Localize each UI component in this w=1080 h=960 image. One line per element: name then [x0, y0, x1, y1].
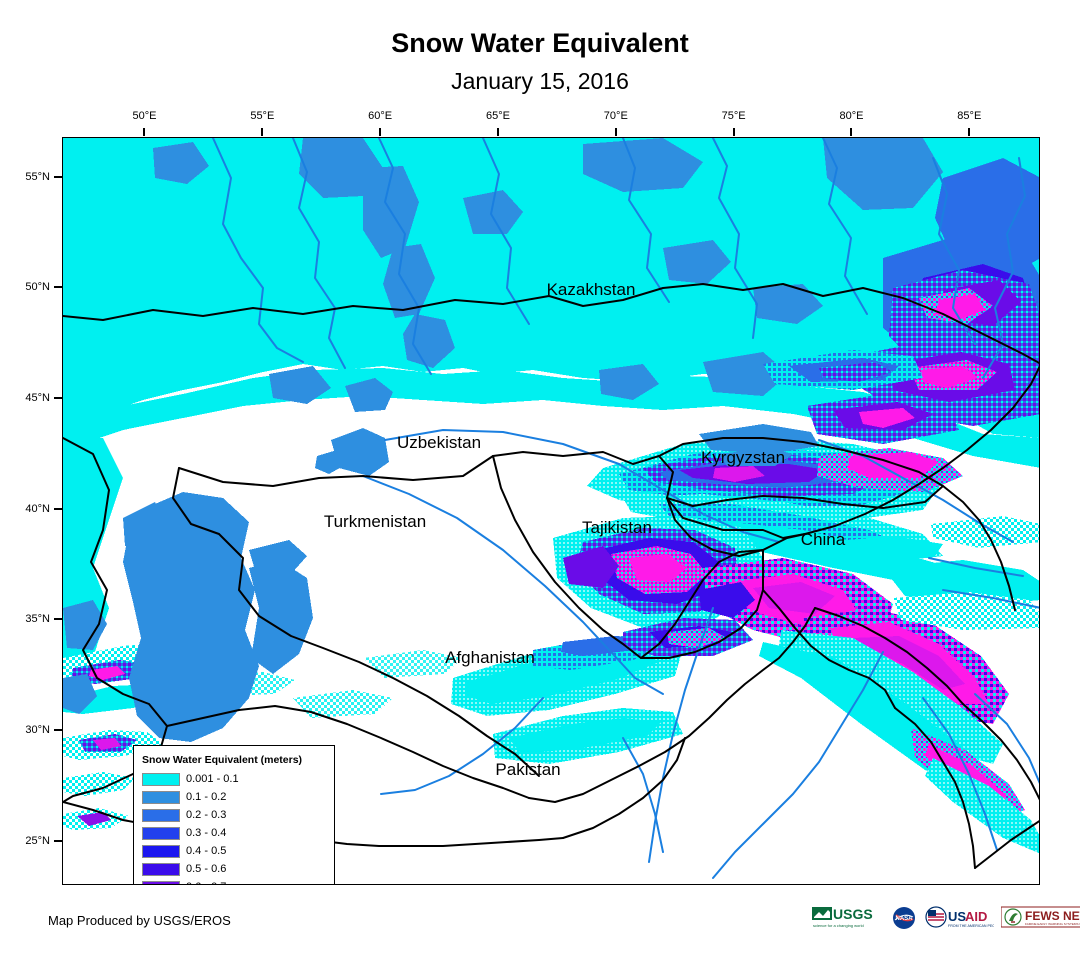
svg-text:AID: AID — [965, 909, 987, 924]
lat-tick-label: 40°N — [25, 502, 50, 515]
lon-tick — [850, 128, 853, 136]
legend-swatch — [142, 808, 180, 822]
map-legend: Snow Water Equivalent (meters) 0.001 - 0… — [133, 745, 335, 884]
swe-raster-layer — [63, 138, 1039, 884]
lon-tick-label: 65°E — [485, 110, 510, 122]
boundaries-layer — [63, 138, 1039, 884]
lon-tick-label: 80°E — [839, 110, 864, 122]
lat-tick — [54, 618, 62, 621]
legend-swatch — [142, 790, 180, 804]
page-subtitle: January 15, 2016 — [451, 68, 629, 94]
legend-swatch — [142, 844, 180, 858]
svg-text:FROM THE AMERICAN PEOPLE: FROM THE AMERICAN PEOPLE — [948, 924, 994, 928]
usaid-logo[interactable]: US AID FROM THE AMERICAN PEOPLE — [924, 905, 994, 931]
lon-tick — [496, 128, 499, 136]
legend-label: 0.5 - 0.6 — [186, 863, 227, 875]
rivers-layer — [212, 138, 1039, 879]
legend-label: 0.4 - 0.5 — [186, 845, 227, 857]
svg-text:science for a changing world: science for a changing world — [813, 923, 864, 928]
lat-tick — [54, 175, 62, 178]
lon-tick-label: 75°E — [721, 110, 746, 122]
lat-tick-label: 55°N — [25, 170, 50, 183]
page-title: Snow Water Equivalent — [391, 28, 689, 58]
legend-swatch — [142, 826, 180, 840]
lon-tick-label: 85°E — [957, 110, 982, 122]
country-borders — [63, 283, 1039, 869]
legend-label: 0.2 - 0.3 — [186, 809, 227, 821]
legend-title: Snow Water Equivalent (meters) — [142, 754, 303, 766]
map-credit: Map Produced by USGS/EROS — [48, 913, 231, 928]
lat-tick — [54, 839, 62, 842]
usgs-logo[interactable]: USGS science for a changing world — [812, 905, 884, 931]
svg-text:US: US — [948, 909, 966, 924]
lon-tick — [732, 128, 735, 136]
lat-tick-label: 50°N — [25, 281, 50, 294]
legend-item: 0.1 - 0.2 — [142, 788, 326, 806]
legend-item: 0.2 - 0.3 — [142, 806, 326, 824]
lon-tick-label: 60°E — [368, 110, 393, 122]
svg-text:FAMINE EARLY WARNING SYSTEMS N: FAMINE EARLY WARNING SYSTEMS NETWORK — [1025, 922, 1080, 926]
legend-items: 0.001 - 0.1 0.1 - 0.2 0.2 - 0.3 0.3 - 0.4 0.… — [142, 770, 326, 884]
legend-item: 0.4 - 0.5 — [142, 842, 326, 860]
fewsnet-logo[interactable]: FEWS NET FAMINE EARLY WARNING SYSTEMS NE… — [1001, 905, 1080, 931]
svg-text:NASA: NASA — [895, 916, 913, 922]
lon-tick — [968, 128, 971, 136]
lon-tick — [379, 128, 382, 136]
lat-tick-label: 45°N — [25, 392, 50, 405]
lon-tick — [614, 128, 617, 136]
legend-swatch — [142, 880, 180, 884]
legend-label: 0.1 - 0.2 — [186, 791, 227, 803]
legend-item: 0.6 - 0.7 — [142, 878, 326, 884]
lon-tick-label: 70°E — [603, 110, 628, 122]
lat-tick — [54, 286, 62, 289]
legend-item: 0.001 - 0.1 — [142, 770, 326, 788]
agency-logos: USGS science for a changing world NASA U… — [812, 905, 1080, 931]
lat-tick-label: 25°N — [25, 834, 50, 847]
legend-label: 0.6 - 0.7 — [186, 881, 226, 884]
lat-tick-label: 35°N — [25, 613, 50, 626]
lat-tick-label: 30°N — [25, 724, 50, 737]
legend-label: 0.3 - 0.4 — [186, 827, 227, 839]
lat-tick — [54, 729, 62, 732]
legend-item: 0.3 - 0.4 — [142, 824, 326, 842]
legend-item: 0.5 - 0.6 — [142, 860, 326, 878]
svg-text:USGS: USGS — [833, 906, 873, 922]
legend-swatch — [142, 772, 180, 786]
lat-tick — [54, 397, 62, 400]
lon-tick — [143, 128, 146, 136]
legend-swatch — [142, 862, 180, 876]
lon-tick-label: 55°E — [250, 110, 275, 122]
lat-tick — [54, 507, 62, 510]
lon-tick-label: 50°E — [132, 110, 157, 122]
svg-text:FEWS NET: FEWS NET — [1025, 909, 1080, 923]
nasa-logo[interactable]: NASA — [891, 905, 917, 931]
lon-tick — [261, 128, 264, 136]
legend-label: 0.001 - 0.1 — [186, 773, 239, 785]
map-canvas[interactable]: Kazakhstan Uzbekistan Turkmenistan Kyrgyzst… — [62, 137, 1040, 885]
